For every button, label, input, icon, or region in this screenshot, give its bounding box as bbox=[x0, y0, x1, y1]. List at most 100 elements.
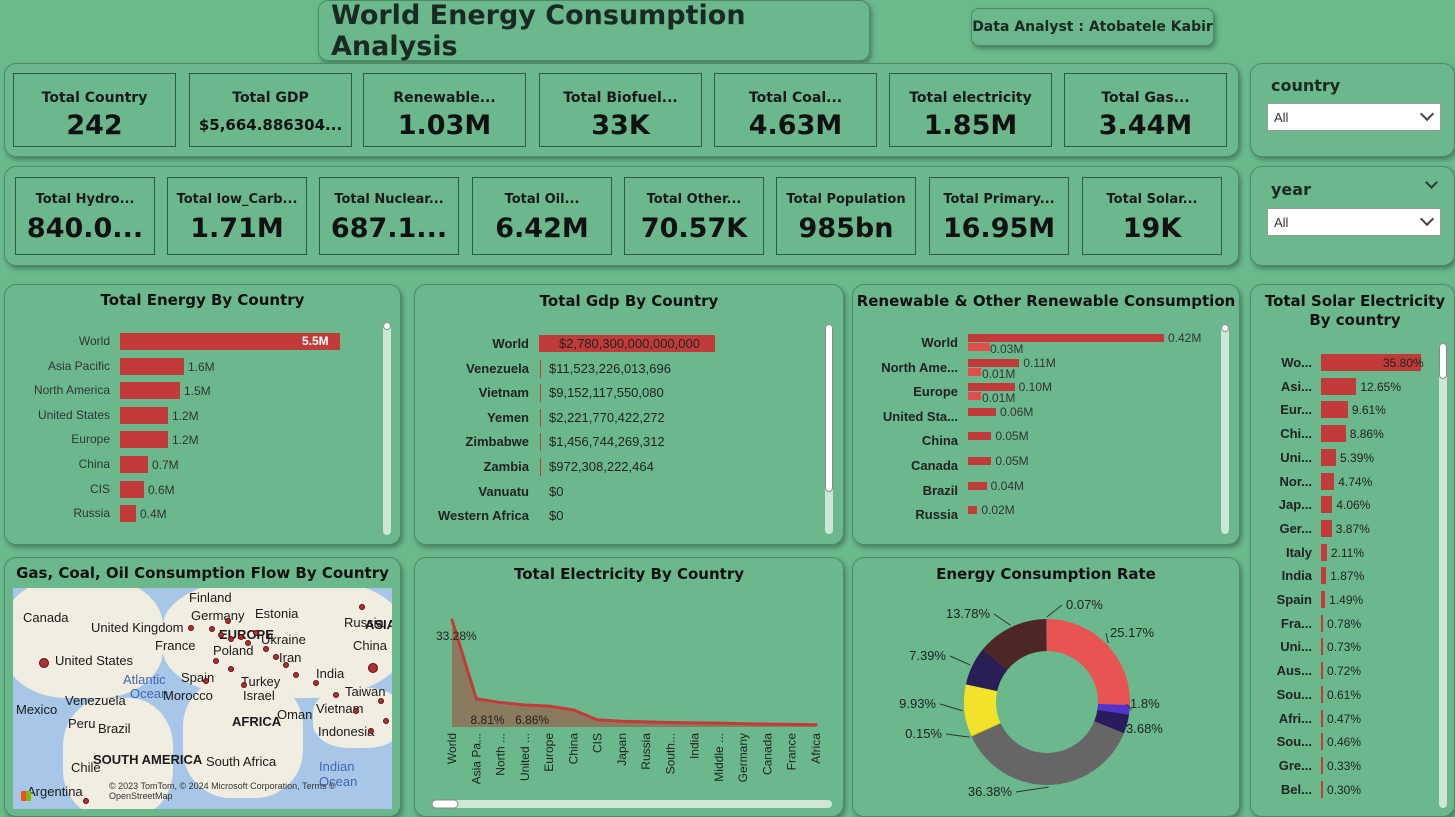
map-consumption-marker[interactable] bbox=[188, 625, 194, 631]
map-consumption-marker[interactable] bbox=[378, 698, 384, 704]
renewable-bar[interactable] bbox=[968, 358, 1020, 367]
map-consumption-marker[interactable] bbox=[238, 634, 244, 640]
map-consumption-marker[interactable] bbox=[353, 708, 359, 714]
gdp-bar[interactable] bbox=[540, 458, 541, 476]
gdp-bar[interactable] bbox=[540, 433, 541, 452]
solar-scroll-thumb[interactable] bbox=[1439, 343, 1447, 379]
map-consumption-marker[interactable] bbox=[253, 630, 259, 636]
solar-bar[interactable] bbox=[1321, 733, 1323, 751]
electricity-line[interactable] bbox=[450, 619, 817, 727]
electricity-point[interactable] bbox=[693, 721, 697, 725]
electricity-point[interactable] bbox=[765, 722, 769, 726]
renewable-bar[interactable] bbox=[968, 383, 1015, 392]
map-consumption-marker[interactable] bbox=[313, 680, 319, 686]
solar-bar[interactable] bbox=[1321, 401, 1348, 419]
gdp-scrollbar[interactable] bbox=[825, 324, 833, 534]
gdp-bar[interactable] bbox=[540, 359, 541, 378]
solar-bar[interactable] bbox=[1321, 709, 1323, 727]
solar-bar[interactable] bbox=[1321, 685, 1323, 703]
electricity-point[interactable] bbox=[717, 721, 721, 725]
solar-bar[interactable] bbox=[1321, 780, 1323, 798]
country-dropdown[interactable]: All bbox=[1267, 103, 1441, 131]
map-consumption-marker[interactable] bbox=[218, 632, 224, 638]
donut-slice[interactable] bbox=[965, 649, 1008, 692]
solar-bar[interactable] bbox=[1321, 377, 1357, 395]
energy-bar[interactable] bbox=[120, 406, 168, 424]
donut-slice[interactable] bbox=[1047, 619, 1130, 706]
energy-bar[interactable] bbox=[120, 456, 148, 473]
donut-slice[interactable] bbox=[1097, 703, 1130, 715]
electricity-point[interactable] bbox=[814, 723, 818, 727]
solar-bar[interactable] bbox=[1321, 756, 1323, 774]
energy-bar[interactable] bbox=[120, 333, 340, 350]
other-renewable-bar[interactable] bbox=[968, 367, 981, 376]
energy-scrollbar[interactable] bbox=[383, 322, 391, 535]
map-consumption-marker[interactable] bbox=[333, 692, 339, 698]
electricity-scroll-thumb[interactable] bbox=[431, 799, 459, 809]
solar-bar[interactable] bbox=[1321, 472, 1335, 490]
energy-bar[interactable] bbox=[120, 480, 144, 498]
map-consumption-marker[interactable] bbox=[283, 662, 289, 668]
electricity-point[interactable] bbox=[790, 722, 794, 726]
map-consumption-marker[interactable] bbox=[368, 728, 374, 734]
renewable-bar[interactable] bbox=[968, 334, 1164, 342]
map-consumption-marker[interactable] bbox=[368, 663, 378, 673]
donut-slice[interactable] bbox=[982, 619, 1047, 670]
map-consumption-marker[interactable] bbox=[263, 646, 269, 652]
solar-bar[interactable] bbox=[1321, 638, 1324, 656]
other-renewable-bar[interactable] bbox=[968, 343, 990, 351]
map-consumption-marker[interactable] bbox=[273, 654, 279, 660]
electricity-point[interactable] bbox=[547, 704, 551, 708]
electricity-point[interactable] bbox=[523, 703, 527, 707]
gdp-bar[interactable] bbox=[540, 384, 541, 403]
map-consumption-marker[interactable] bbox=[213, 658, 219, 664]
renewable-scrollbar[interactable] bbox=[1221, 324, 1229, 534]
electricity-point[interactable] bbox=[668, 720, 672, 724]
map-consumption-marker[interactable] bbox=[228, 636, 234, 642]
electricity-scrollbar[interactable] bbox=[432, 800, 832, 808]
solar-bar[interactable] bbox=[1321, 567, 1327, 585]
electricity-point[interactable] bbox=[450, 618, 454, 622]
electricity-point[interactable] bbox=[596, 718, 600, 722]
map-consumption-marker[interactable] bbox=[83, 798, 89, 804]
donut-slice[interactable] bbox=[1094, 709, 1130, 734]
consumption-map[interactable]: Canada Finland Germany Estonia United Kingdo… bbox=[13, 588, 392, 809]
solar-bar[interactable] bbox=[1321, 448, 1337, 466]
electricity-point[interactable] bbox=[741, 722, 745, 726]
renewable-bar[interactable] bbox=[968, 432, 992, 441]
donut-slice[interactable] bbox=[971, 721, 1124, 785]
electricity-point[interactable] bbox=[644, 720, 648, 724]
map-consumption-marker[interactable] bbox=[241, 682, 247, 688]
energy-bar[interactable] bbox=[120, 431, 168, 449]
solar-bar[interactable] bbox=[1321, 425, 1346, 443]
solar-scrollbar[interactable] bbox=[1439, 343, 1447, 808]
renewable-bar[interactable] bbox=[968, 457, 992, 465]
renewable-bar[interactable] bbox=[968, 481, 987, 490]
electricity-point[interactable] bbox=[499, 701, 503, 705]
solar-bar[interactable] bbox=[1321, 354, 1421, 371]
map-consumption-marker[interactable] bbox=[209, 626, 215, 632]
renewable-bar[interactable] bbox=[968, 506, 978, 515]
gdp-scroll-thumb[interactable] bbox=[825, 324, 833, 492]
other-renewable-bar[interactable] bbox=[968, 392, 981, 401]
solar-bar[interactable] bbox=[1321, 614, 1324, 632]
solar-bar[interactable] bbox=[1321, 591, 1326, 608]
energy-scroll-thumb[interactable] bbox=[383, 322, 391, 330]
map-consumption-marker[interactable] bbox=[39, 658, 49, 668]
electricity-point[interactable] bbox=[620, 719, 624, 723]
electricity-point[interactable] bbox=[571, 708, 575, 712]
map-consumption-marker[interactable] bbox=[245, 640, 251, 646]
solar-bar[interactable] bbox=[1321, 662, 1323, 680]
map-consumption-marker[interactable] bbox=[293, 672, 299, 678]
energy-bar[interactable] bbox=[120, 505, 136, 523]
map-consumption-marker[interactable] bbox=[383, 718, 389, 724]
solar-bar[interactable] bbox=[1321, 496, 1333, 514]
map-consumption-marker[interactable] bbox=[203, 678, 209, 684]
renewable-scroll-thumb[interactable] bbox=[1221, 324, 1229, 332]
donut-slice[interactable] bbox=[964, 684, 1001, 736]
map-consumption-marker[interactable] bbox=[359, 604, 365, 610]
gdp-bar[interactable] bbox=[539, 335, 715, 352]
energy-bar[interactable] bbox=[120, 382, 180, 400]
solar-bar[interactable] bbox=[1321, 519, 1332, 537]
energy-bar[interactable] bbox=[120, 357, 184, 375]
